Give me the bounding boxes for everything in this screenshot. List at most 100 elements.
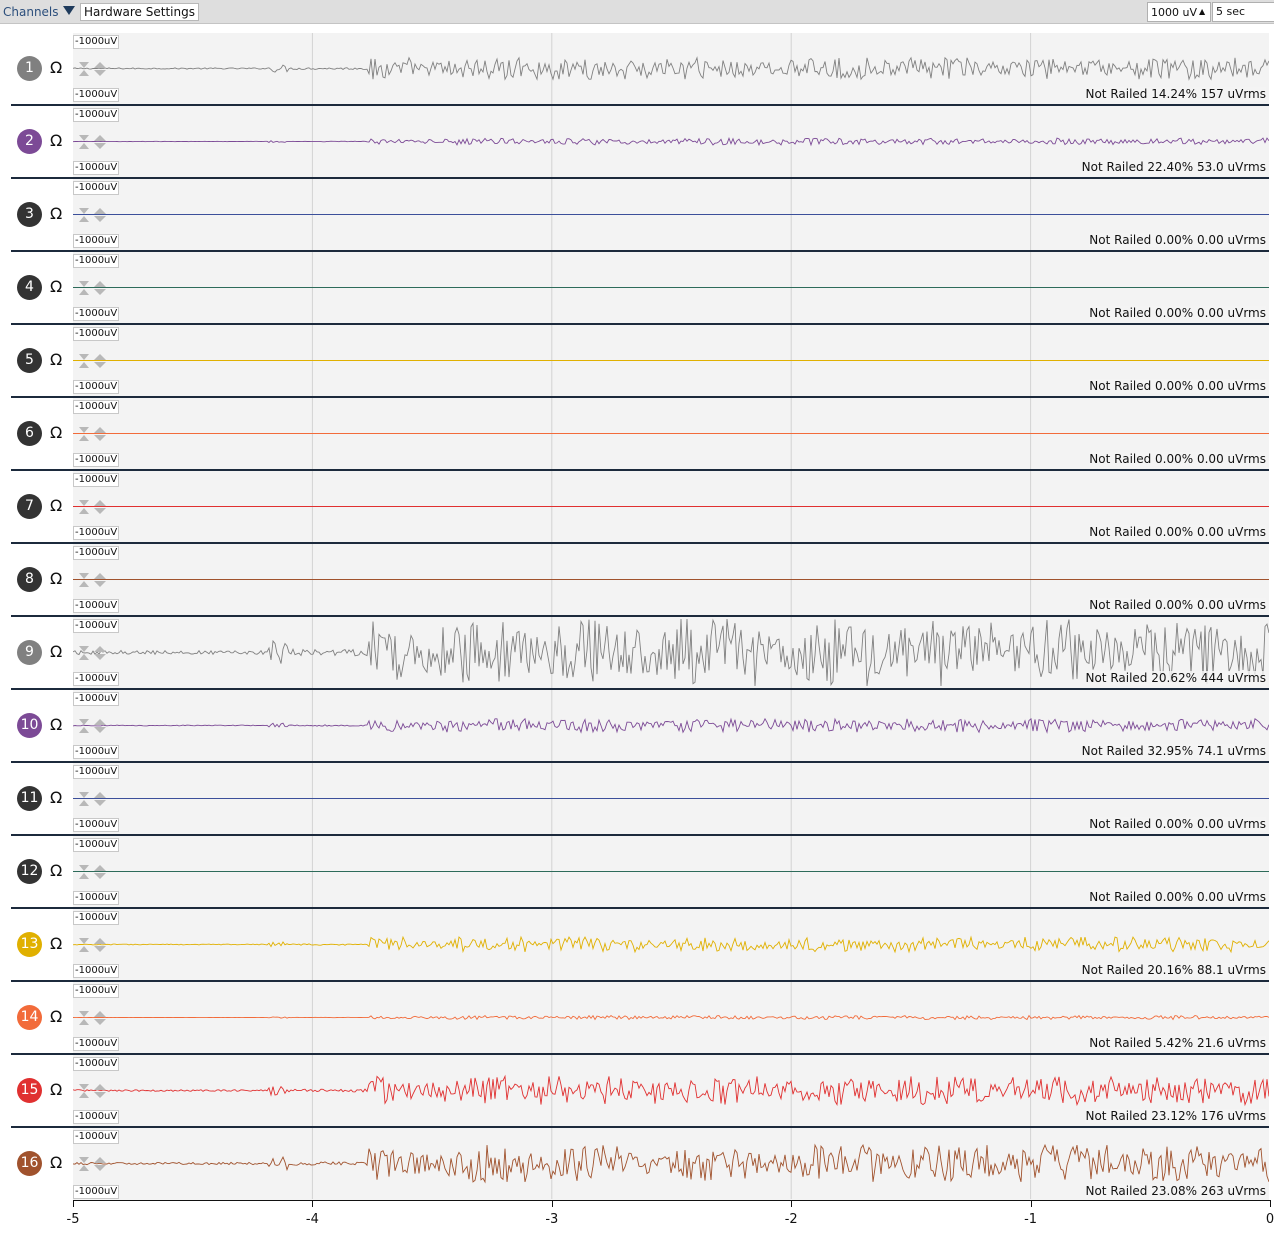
channel-status: Not Railed 0.00% 0.00 uVrms (1089, 817, 1266, 831)
scale-arrows-icon[interactable] (78, 572, 108, 588)
channel-plot (73, 836, 1269, 907)
scale-arrows-icon[interactable] (78, 1010, 108, 1026)
scale-arrows-icon[interactable] (78, 426, 108, 442)
omega-icon[interactable]: Ω (50, 788, 63, 807)
channel-row-3: 3 Ω -1000uV -1000uV Not Railed 0.00% 0.00 uV… (11, 179, 1269, 252)
channel-toggle-button[interactable]: 6 (17, 421, 42, 446)
channel-toggle-button[interactable]: 16 (17, 1151, 42, 1176)
scale-arrows-icon[interactable] (78, 353, 108, 369)
scale-arrows-icon[interactable] (78, 1083, 108, 1099)
channel-row-15: 15 Ω -1000uV -1000uV Not Railed 23.12% 176 u… (11, 1055, 1269, 1128)
y-max-label: -1000uV (73, 400, 120, 414)
channel-plot (73, 763, 1269, 834)
waveform-7 (73, 471, 1269, 542)
omega-icon[interactable]: Ω (50, 204, 63, 223)
channel-toggle-button[interactable]: 1 (17, 56, 42, 81)
channel-toggle-button[interactable]: 11 (17, 786, 42, 811)
channel-toggle-button[interactable]: 12 (17, 859, 42, 884)
channel-row-16: 16 Ω -1000uV -1000uV Not Railed 23.08% 263 u… (11, 1128, 1269, 1201)
channel-plot (73, 471, 1269, 542)
hardware-settings-button[interactable]: Hardware Settings (80, 3, 199, 21)
y-min-label: -1000uV (73, 745, 120, 759)
y-max-label: -1000uV (73, 546, 120, 560)
y-max-label: -1000uV (73, 1130, 120, 1144)
x-tick-label: -5 (66, 1212, 80, 1227)
omega-icon[interactable]: Ω (50, 1153, 63, 1172)
omega-icon[interactable]: Ω (50, 861, 63, 880)
y-max-label: -1000uV (73, 181, 120, 195)
x-tick-mark (312, 1200, 314, 1207)
channel-row-2: 2 Ω -1000uV -1000uV Not Railed 22.40% 53.0 u… (11, 106, 1269, 179)
vertical-scale-dropdown[interactable]: 1000 uV ▲ (1147, 2, 1211, 22)
scale-arrows-icon[interactable] (78, 134, 108, 150)
channel-toggle-button[interactable]: 9 (17, 640, 42, 665)
channel-toggle-button[interactable]: 4 (17, 275, 42, 300)
omega-icon[interactable]: Ω (50, 1007, 63, 1026)
scale-arrows-icon[interactable] (78, 645, 108, 661)
channel-row-6: 6 Ω -1000uV -1000uV Not Railed 0.00% 0.00 uV… (11, 398, 1269, 471)
channel-toggle-button[interactable]: 14 (17, 1005, 42, 1030)
channel-status: Not Railed 20.62% 444 uVrms (1085, 671, 1266, 685)
omega-icon[interactable]: Ω (50, 934, 63, 953)
x-tick-label: -2 (784, 1212, 798, 1227)
channel-toggle-button[interactable]: 15 (17, 1078, 42, 1103)
channel-plot (73, 398, 1269, 469)
channel-status: Not Railed 5.42% 21.6 uVrms (1089, 1036, 1266, 1050)
scale-arrows-icon[interactable] (78, 207, 108, 223)
scale-arrows-icon[interactable] (78, 864, 108, 880)
channel-status: Not Railed 0.00% 0.00 uVrms (1089, 525, 1266, 539)
y-max-label: -1000uV (73, 619, 120, 633)
scale-arrows-icon[interactable] (78, 791, 108, 807)
channel-toggle-button[interactable]: 13 (17, 932, 42, 957)
x-tick-mark (1270, 1200, 1271, 1207)
omega-icon[interactable]: Ω (50, 715, 63, 734)
omega-icon[interactable]: Ω (50, 496, 63, 515)
waveform-1 (73, 33, 1269, 104)
channels-dropdown[interactable]: Channels (3, 4, 75, 20)
channel-toggle-button[interactable]: 2 (17, 129, 42, 154)
waveform-8 (73, 544, 1269, 615)
scale-arrows-icon[interactable] (78, 937, 108, 953)
y-min-label: -1000uV (73, 672, 120, 686)
channel-trace (73, 1143, 1269, 1184)
channel-plot (73, 1128, 1269, 1201)
omega-icon[interactable]: Ω (50, 1080, 63, 1099)
omega-icon[interactable]: Ω (50, 350, 63, 369)
window-length-dropdown[interactable]: 5 sec (1212, 2, 1274, 22)
y-max-label: -1000uV (73, 35, 120, 49)
omega-icon[interactable]: Ω (50, 423, 63, 442)
channel-plot (73, 252, 1269, 323)
x-tick-label: -1 (1024, 1212, 1038, 1227)
waveform-6 (73, 398, 1269, 469)
y-min-label: -1000uV (73, 964, 120, 978)
y-min-label: -1000uV (73, 161, 120, 175)
channel-toggle-button[interactable]: 7 (17, 494, 42, 519)
channel-row-8: 8 Ω -1000uV -1000uV Not Railed 0.00% 0.00 uV… (11, 544, 1269, 617)
channel-plot (73, 617, 1269, 688)
channel-trace (73, 618, 1269, 687)
y-max-label: -1000uV (73, 984, 120, 998)
channel-toggle-button[interactable]: 10 (17, 713, 42, 738)
y-min-label: -1000uV (73, 380, 120, 394)
channel-plot (73, 690, 1269, 761)
channel-toggle-button[interactable]: 8 (17, 567, 42, 592)
toolbar: Channels Hardware Settings 1000 uV ▲ 5 se… (0, 0, 1274, 24)
omega-icon[interactable]: Ω (50, 277, 63, 296)
channel-row-11: 11 Ω -1000uV -1000uV Not Railed 0.00% 0.00 u… (11, 763, 1269, 836)
channel-trace (73, 56, 1269, 81)
scale-arrows-icon[interactable] (78, 499, 108, 515)
y-max-label: -1000uV (73, 108, 120, 122)
omega-icon[interactable]: Ω (50, 642, 63, 661)
scale-arrows-icon[interactable] (78, 61, 108, 77)
x-tick-label: -3 (545, 1212, 559, 1227)
omega-icon[interactable]: Ω (50, 569, 63, 588)
scale-arrows-icon[interactable] (78, 1156, 108, 1172)
y-max-label: -1000uV (73, 838, 120, 852)
omega-icon[interactable]: Ω (50, 131, 63, 150)
omega-icon[interactable]: Ω (50, 58, 63, 77)
scale-arrows-icon[interactable] (78, 718, 108, 734)
channel-toggle-button[interactable]: 5 (17, 348, 42, 373)
scale-arrows-icon[interactable] (78, 280, 108, 296)
waveform-2 (73, 106, 1269, 177)
channel-toggle-button[interactable]: 3 (17, 202, 42, 227)
